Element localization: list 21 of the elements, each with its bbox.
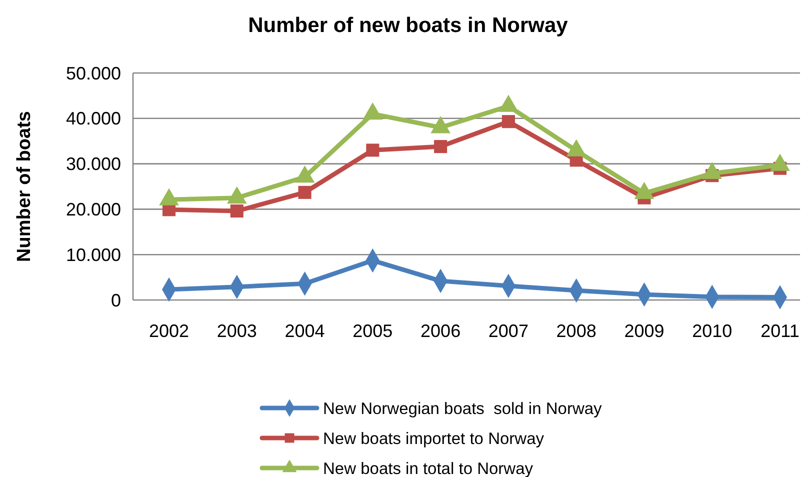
x-tick-label: 2007	[488, 321, 528, 341]
legend-label: New boats importet to Norway	[323, 430, 545, 448]
x-tick-label: 2008	[556, 321, 596, 341]
y-tick-label: 30.000	[66, 154, 121, 174]
x-tick-label: 2004	[284, 321, 325, 341]
chart-title: Number of new boats in Norway	[248, 14, 568, 37]
x-tick-label: 2002	[148, 321, 190, 341]
y-tick-label: 0	[110, 290, 121, 310]
legend-label: New boats in total to Norway	[323, 460, 534, 477]
y-tick-label: 20.000	[66, 200, 121, 220]
x-tick-label: 2006	[420, 321, 461, 341]
x-tick-label: 2009	[624, 321, 664, 341]
x-tick-label: 2005	[352, 321, 393, 341]
x-tick-label: 2003	[216, 321, 257, 341]
y-tick-label: 50.000	[66, 63, 121, 84]
x-tick-label: 2011	[760, 321, 800, 341]
legend-label: New Norwegian boats sold in Norway	[323, 400, 603, 418]
x-tick-label: 2010	[692, 321, 732, 341]
y-axis-title: Number of boats	[14, 111, 35, 262]
y-tick-label: 40.000	[66, 108, 121, 129]
y-tick-label: 10.000	[66, 244, 121, 265]
